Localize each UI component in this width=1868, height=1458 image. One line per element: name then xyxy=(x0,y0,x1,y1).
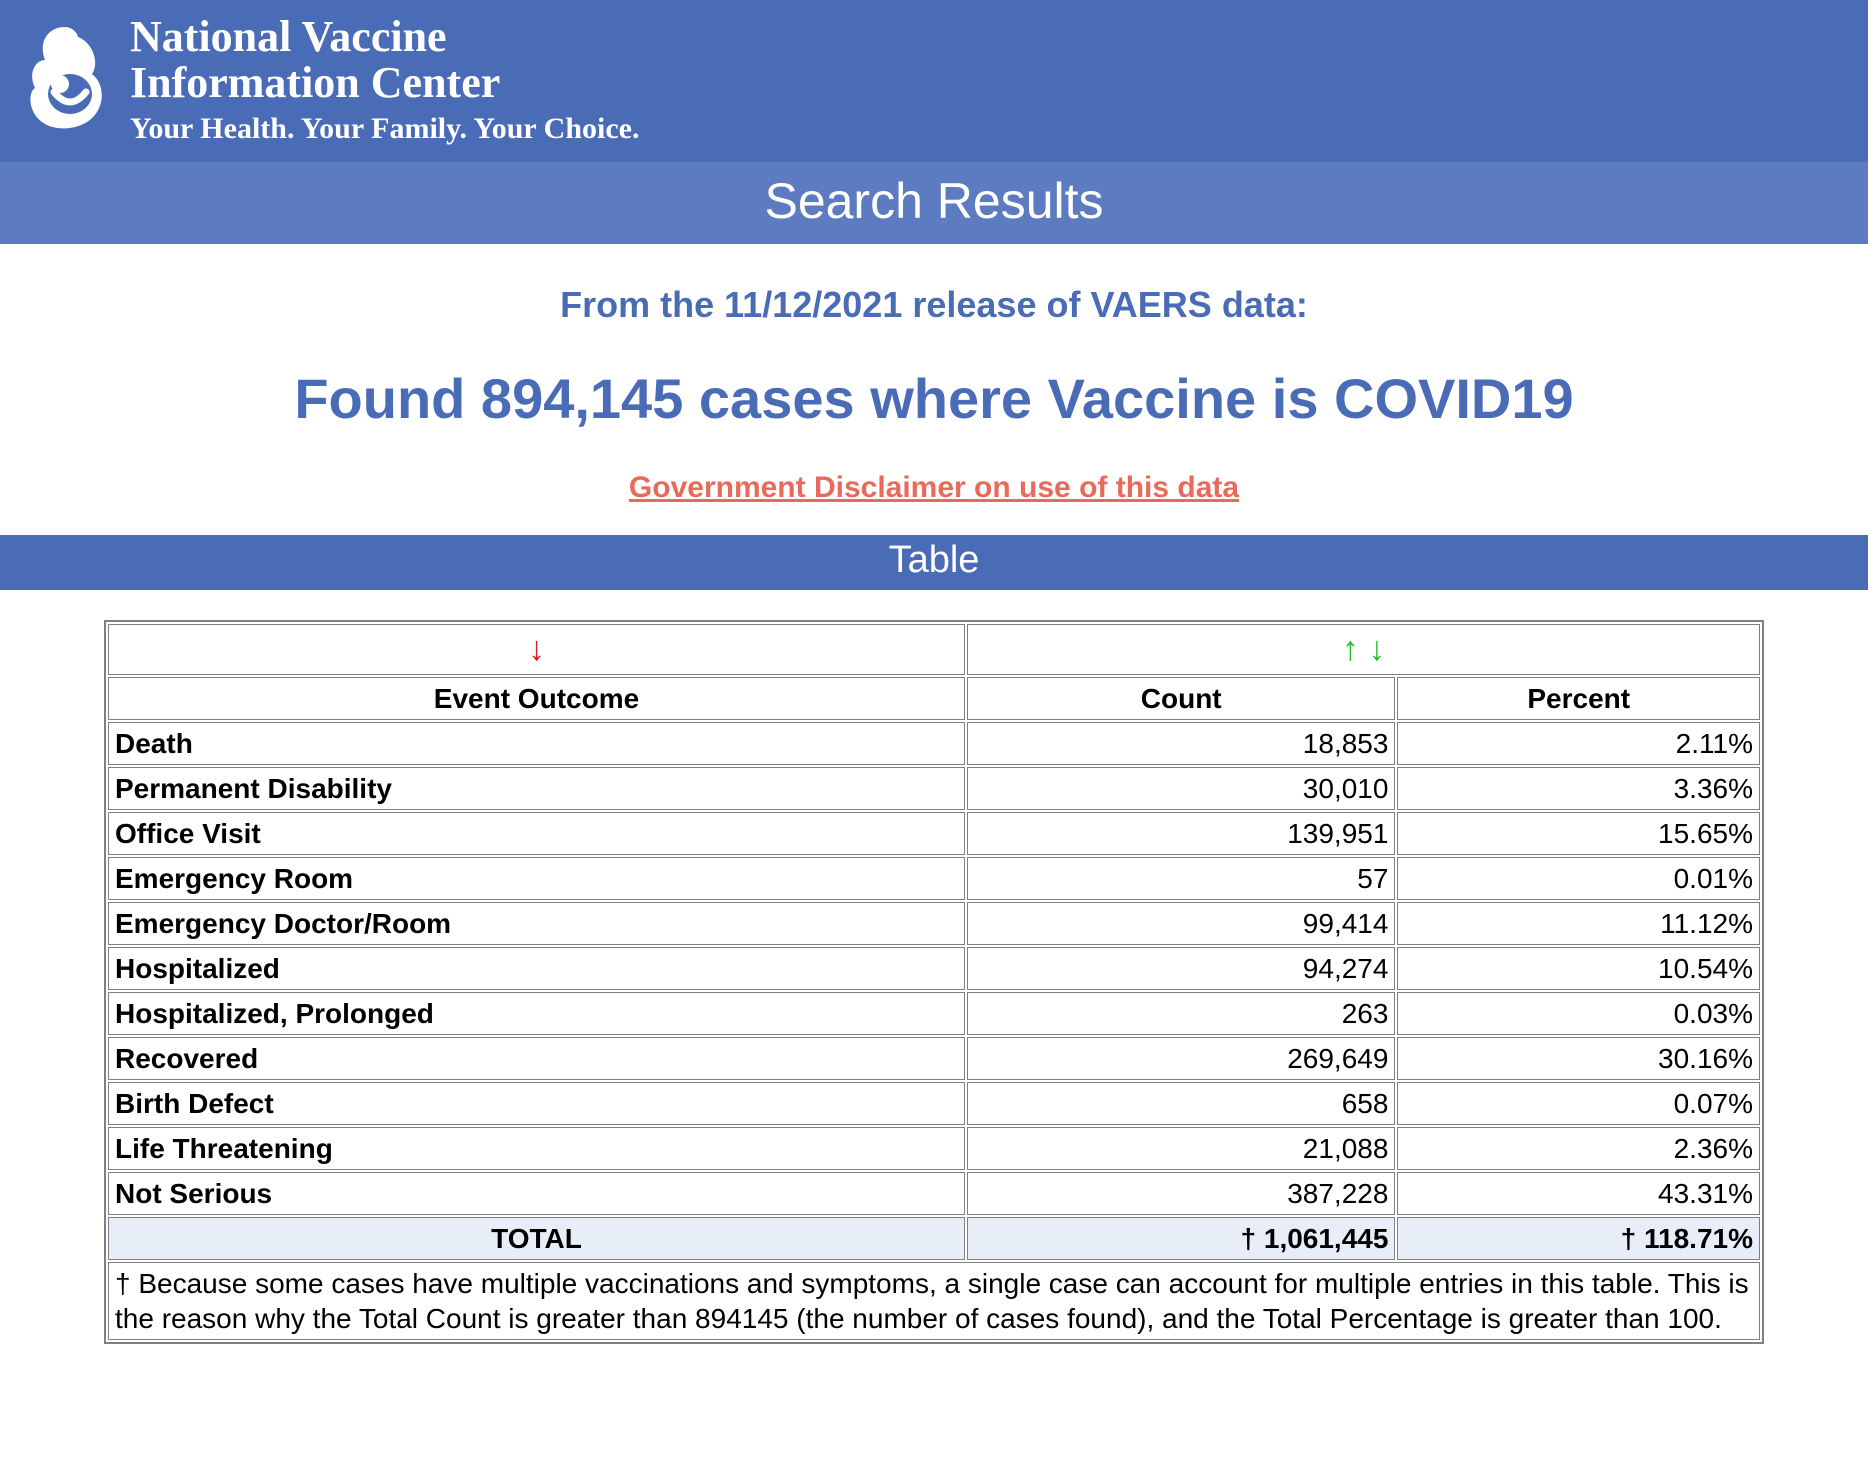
cell-count: 269,649 xyxy=(967,1037,1395,1080)
table-row: Hospitalized94,27410.54% xyxy=(108,947,1760,990)
cell-percent: 2.11% xyxy=(1397,722,1760,765)
table-row: Permanent Disability30,0103.36% xyxy=(108,767,1760,810)
search-results-heading: Search Results xyxy=(0,160,1868,244)
cell-outcome: Hospitalized xyxy=(108,947,965,990)
cell-outcome: Not Serious xyxy=(108,1172,965,1215)
cell-outcome: Permanent Disability xyxy=(108,767,965,810)
table-section-heading: Table xyxy=(0,535,1868,590)
total-count: † 1,061,445 xyxy=(967,1217,1395,1260)
cell-outcome: Emergency Room xyxy=(108,857,965,900)
cell-count: 30,010 xyxy=(967,767,1395,810)
table-footnote: † Because some cases have multiple vacci… xyxy=(108,1262,1760,1340)
org-title: National Vaccine Information Center xyxy=(130,14,639,106)
cell-percent: 0.07% xyxy=(1397,1082,1760,1125)
cell-outcome: Hospitalized, Prolonged xyxy=(108,992,965,1035)
col-header-percent: Percent xyxy=(1397,677,1760,720)
table-row: Recovered269,64930.16% xyxy=(108,1037,1760,1080)
cell-outcome: Birth Defect xyxy=(108,1082,965,1125)
cell-percent: 11.12% xyxy=(1397,902,1760,945)
disclaimer-line: Government Disclaimer on use of this dat… xyxy=(0,471,1868,505)
table-row: Life Threatening21,0882.36% xyxy=(108,1127,1760,1170)
cell-outcome: Recovered xyxy=(108,1037,965,1080)
table-footnote-row: † Because some cases have multiple vacci… xyxy=(108,1262,1760,1340)
sort-col-outcome[interactable]: ↓ xyxy=(108,624,965,675)
cell-percent: 0.03% xyxy=(1397,992,1760,1035)
col-header-count: Count xyxy=(967,677,1395,720)
table-row: Not Serious387,22843.31% xyxy=(108,1172,1760,1215)
cell-outcome: Death xyxy=(108,722,965,765)
cell-outcome: Office Visit xyxy=(108,812,965,855)
cell-outcome: Emergency Doctor/Room xyxy=(108,902,965,945)
sort-col-count-percent[interactable]: ↑ ↓ xyxy=(967,624,1760,675)
cell-percent: 10.54% xyxy=(1397,947,1760,990)
table-row: Death18,8532.11% xyxy=(108,722,1760,765)
total-label: TOTAL xyxy=(108,1217,965,1260)
sort-desc-icon: ↓ xyxy=(528,630,545,668)
cell-count: 139,951 xyxy=(967,812,1395,855)
cell-percent: 3.36% xyxy=(1397,767,1760,810)
release-date-line: From the 11/12/2021 release of VAERS dat… xyxy=(0,284,1868,326)
table-row: Emergency Room570.01% xyxy=(108,857,1760,900)
col-header-outcome: Event Outcome xyxy=(108,677,965,720)
cell-count: 387,228 xyxy=(967,1172,1395,1215)
table-header-row: Event Outcome Count Percent xyxy=(108,677,1760,720)
cell-percent: 30.16% xyxy=(1397,1037,1760,1080)
cell-percent: 15.65% xyxy=(1397,812,1760,855)
found-cases-line: Found 894,145 cases where Vaccine is COV… xyxy=(0,366,1868,431)
total-percent: † 118.71% xyxy=(1397,1217,1760,1260)
org-tagline: Your Health. Your Family. Your Choice. xyxy=(130,112,639,146)
site-header: National Vaccine Information Center Your… xyxy=(0,0,1868,160)
cell-count: 21,088 xyxy=(967,1127,1395,1170)
nvic-logo xyxy=(20,22,110,132)
table-row: Emergency Doctor/Room99,41411.12% xyxy=(108,902,1760,945)
cell-count: 57 xyxy=(967,857,1395,900)
cell-count: 263 xyxy=(967,992,1395,1035)
org-text-block: National Vaccine Information Center Your… xyxy=(130,8,639,146)
table-row: Office Visit139,95115.65% xyxy=(108,812,1760,855)
table-row: Hospitalized, Prolonged2630.03% xyxy=(108,992,1760,1035)
cell-count: 658 xyxy=(967,1082,1395,1125)
cell-outcome: Life Threatening xyxy=(108,1127,965,1170)
sort-asc-desc-icon: ↑ ↓ xyxy=(1342,630,1385,668)
results-table-wrap: ↓ ↑ ↓ Event Outcome Count Percent Death1… xyxy=(104,620,1764,1344)
sort-arrows-row: ↓ ↑ ↓ xyxy=(108,624,1760,675)
government-disclaimer-link[interactable]: Government Disclaimer on use of this dat… xyxy=(629,471,1239,504)
cell-percent: 0.01% xyxy=(1397,857,1760,900)
cell-count: 99,414 xyxy=(967,902,1395,945)
table-row: Birth Defect6580.07% xyxy=(108,1082,1760,1125)
cell-count: 18,853 xyxy=(967,722,1395,765)
cell-count: 94,274 xyxy=(967,947,1395,990)
cell-percent: 2.36% xyxy=(1397,1127,1760,1170)
results-table: ↓ ↑ ↓ Event Outcome Count Percent Death1… xyxy=(104,620,1764,1344)
cell-percent: 43.31% xyxy=(1397,1172,1760,1215)
table-total-row: TOTAL † 1,061,445 † 118.71% xyxy=(108,1217,1760,1260)
